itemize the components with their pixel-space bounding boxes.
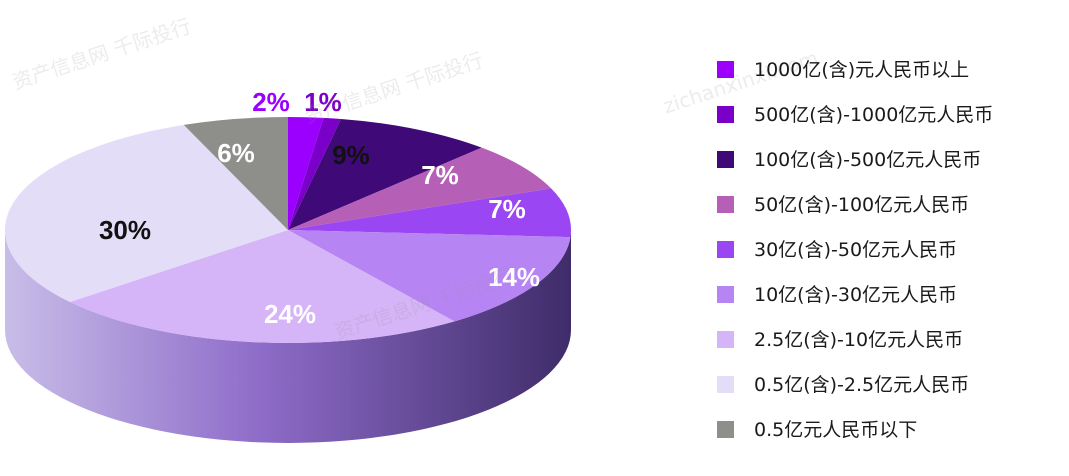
legend-swatch xyxy=(717,376,734,393)
legend-swatch xyxy=(717,241,734,258)
pie-slices xyxy=(5,117,571,343)
pie-side xyxy=(5,230,571,443)
pie-slice xyxy=(288,147,552,230)
legend-swatch xyxy=(717,61,734,78)
pie-slice xyxy=(288,188,571,238)
slice-value-label: 30% xyxy=(99,215,151,245)
slice-value-label: 2% xyxy=(252,87,290,117)
pie-slice xyxy=(288,230,571,322)
pie-chart: 2% 1% 9% 7% 7% 14% 24% 30% 6% xyxy=(5,87,571,443)
legend-label: 100亿(含)-500亿元人民币 xyxy=(754,149,982,171)
legend-item: 0.5亿(含)-2.5亿元人民币 xyxy=(712,371,1062,416)
chart-legend: 1000亿(含)元人民币以上 500亿(含)-1000亿元人民币 100亿(含)… xyxy=(712,56,1062,461)
pie-labels: 2% 1% 9% 7% 7% 14% 24% 30% 6% xyxy=(99,87,540,329)
legend-label: 500亿(含)-1000亿元人民币 xyxy=(754,104,994,126)
legend-swatch xyxy=(717,421,734,438)
legend-item: 100亿(含)-500亿元人民币 xyxy=(712,146,1062,191)
legend-label: 0.5亿元人民币以下 xyxy=(754,419,918,441)
pie-side-band xyxy=(5,230,571,443)
legend-item: 50亿(含)-100亿元人民币 xyxy=(712,191,1062,236)
pie-slice xyxy=(5,124,288,303)
legend-label: 2.5亿(含)-10亿元人民币 xyxy=(754,329,964,351)
pie-slice xyxy=(69,230,455,343)
legend-item: 0.5亿元人民币以下 xyxy=(712,416,1062,461)
legend-swatch xyxy=(717,151,734,168)
legend-swatch xyxy=(717,106,734,123)
pie-slice xyxy=(288,117,342,230)
pie-slice xyxy=(183,117,288,230)
legend-label: 10亿(含)-30亿元人民币 xyxy=(754,284,958,306)
legend-label: 30亿(含)-50亿元人民币 xyxy=(754,239,958,261)
legend-item: 500亿(含)-1000亿元人民币 xyxy=(712,101,1062,146)
slice-value-label: 6% xyxy=(217,138,255,168)
legend-label: 50亿(含)-100亿元人民币 xyxy=(754,194,970,216)
legend-item: 10亿(含)-30亿元人民币 xyxy=(712,281,1062,326)
slice-value-label: 24% xyxy=(264,299,316,329)
slice-value-label: 1% xyxy=(304,87,342,117)
legend-item: 1000亿(含)元人民币以上 xyxy=(712,56,1062,101)
pie-slice xyxy=(288,117,324,230)
legend-swatch xyxy=(717,286,734,303)
legend-swatch xyxy=(717,331,734,348)
legend-label: 0.5亿(含)-2.5亿元人民币 xyxy=(754,374,970,396)
slice-value-label: 14% xyxy=(488,262,540,292)
slice-value-label: 9% xyxy=(332,140,370,170)
slice-value-label: 7% xyxy=(421,160,459,190)
legend-swatch xyxy=(717,196,734,213)
legend-item: 30亿(含)-50亿元人民币 xyxy=(712,236,1062,281)
legend-item: 2.5亿(含)-10亿元人民币 xyxy=(712,326,1062,371)
slice-value-label: 7% xyxy=(488,194,526,224)
pie-slice xyxy=(288,119,482,230)
legend-label: 1000亿(含)元人民币以上 xyxy=(754,59,970,81)
